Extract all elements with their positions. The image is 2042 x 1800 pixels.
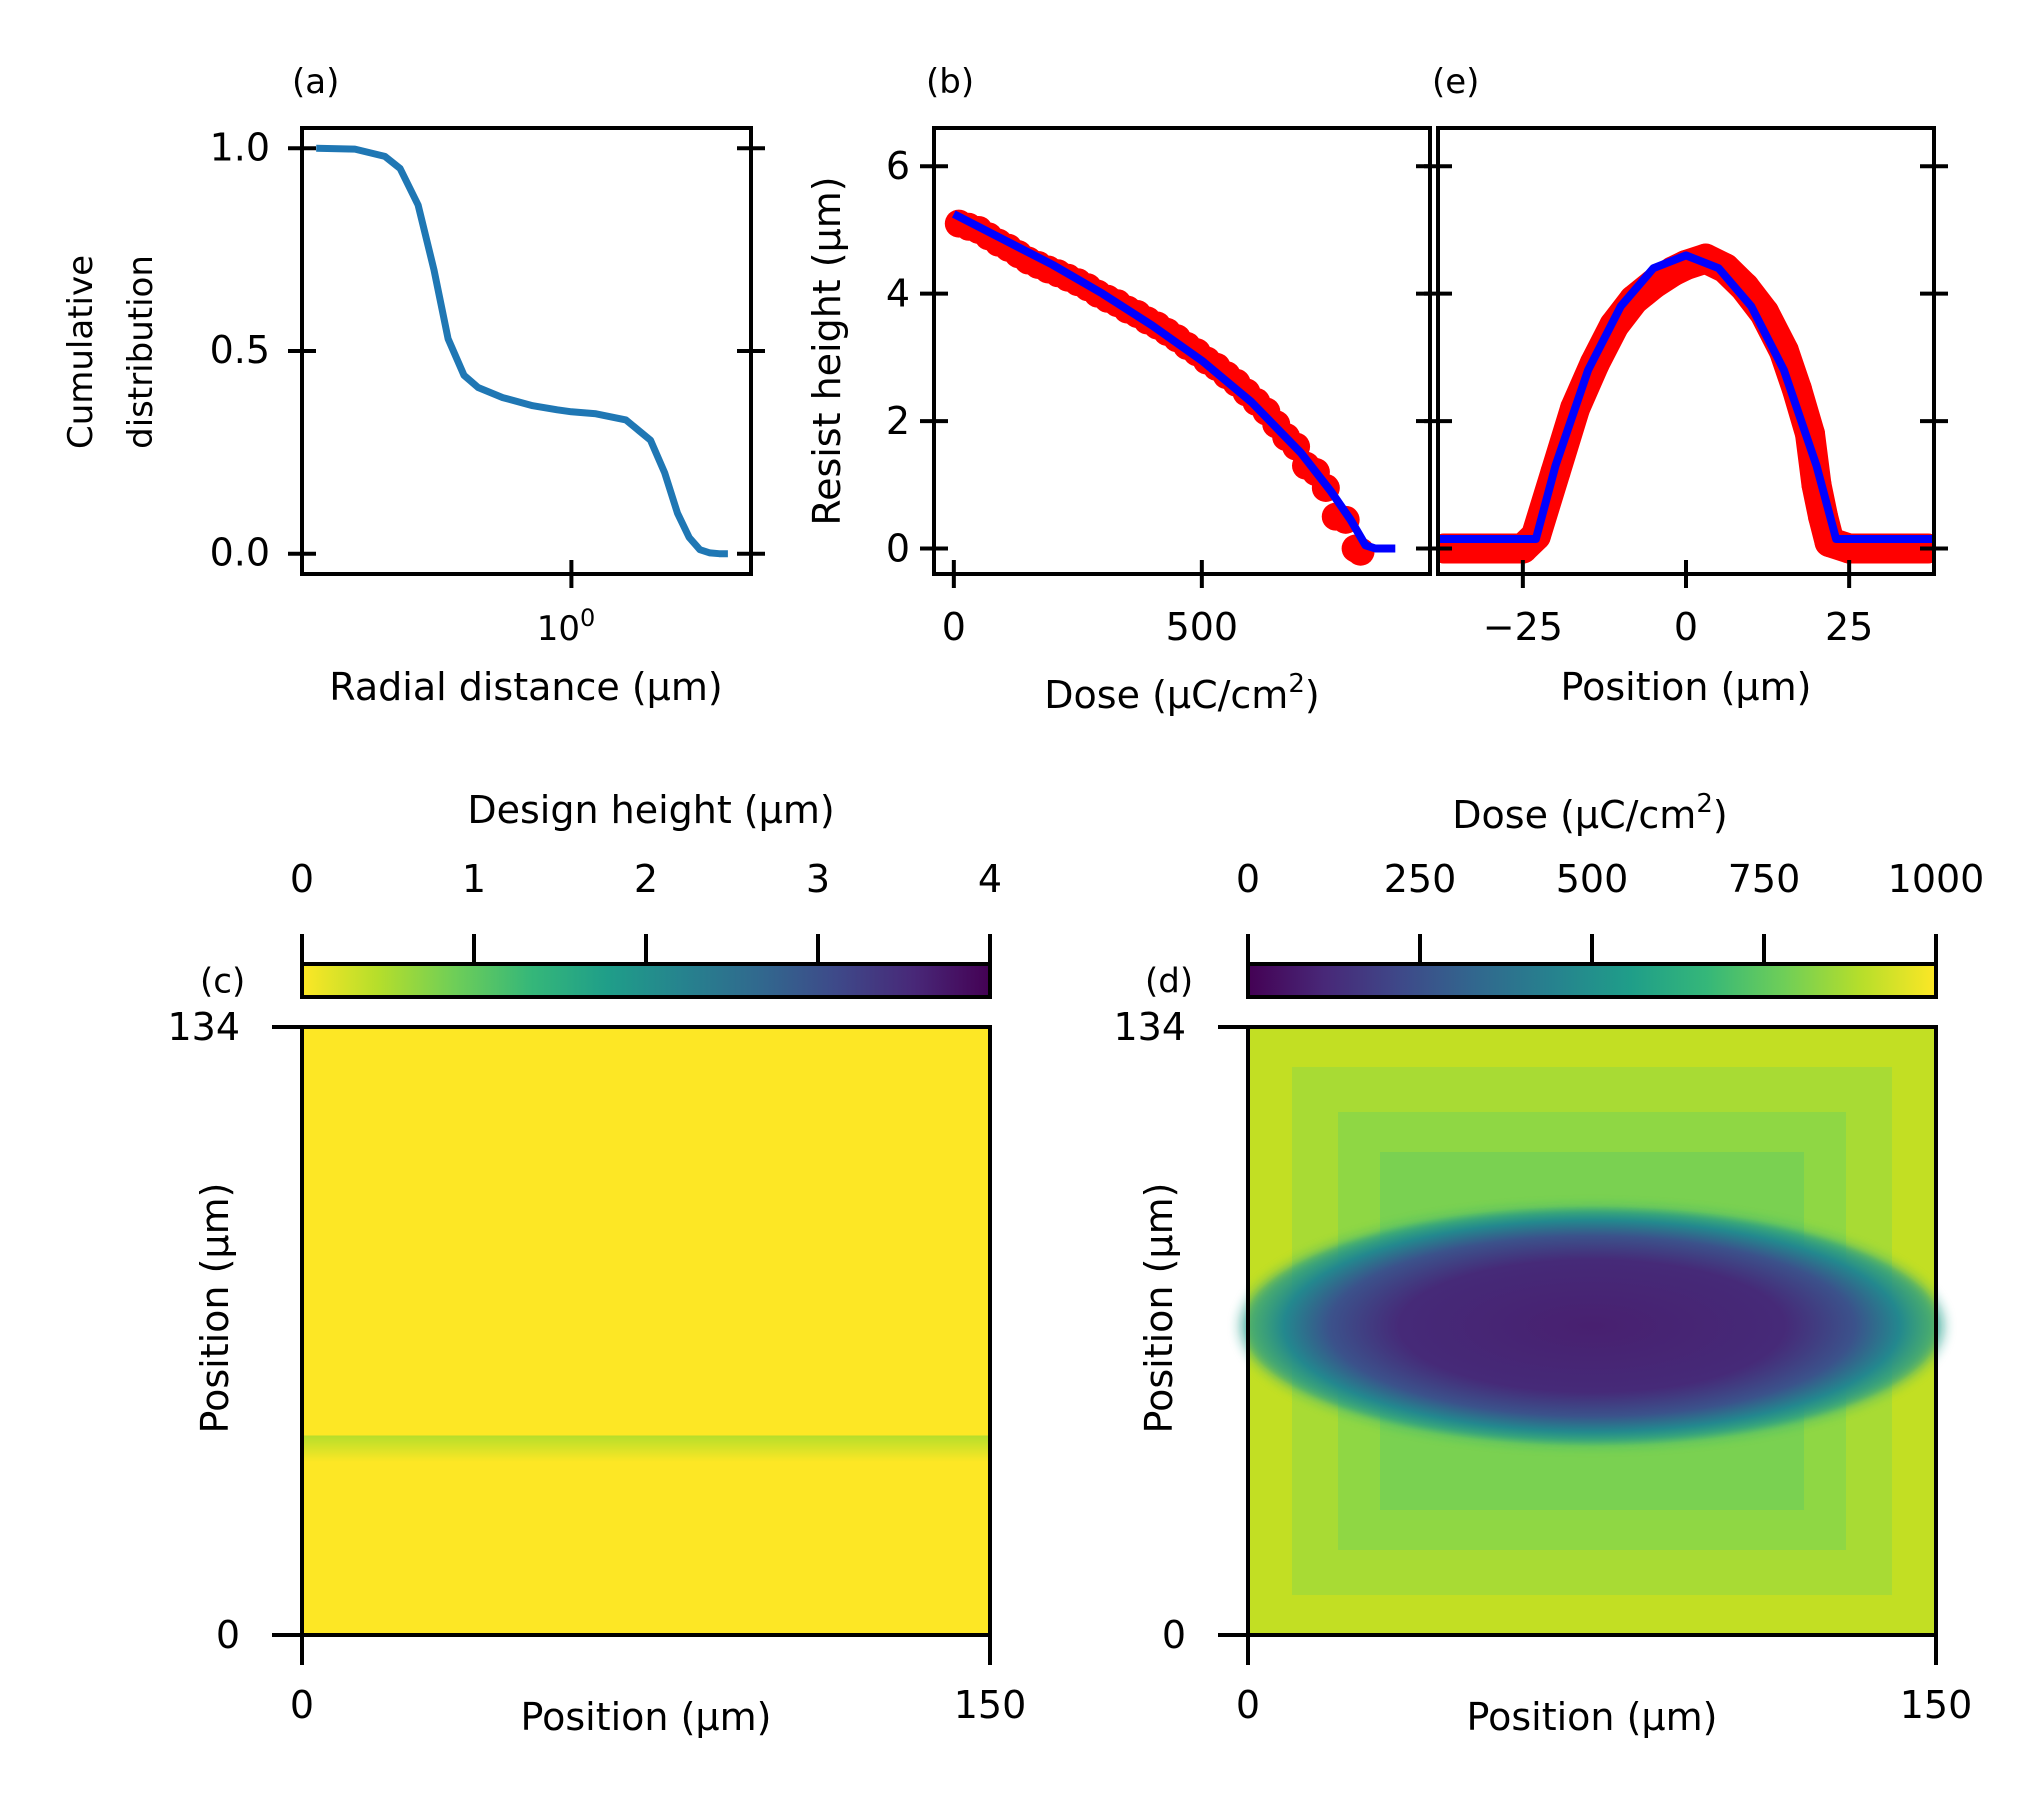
panel-b-fit-line <box>951 210 1396 553</box>
panel-b-data-layer <box>944 209 1396 566</box>
panel-b-frame <box>932 126 1432 576</box>
panel-d-letter: (d) <box>1145 962 1193 1002</box>
panel-c-ytick-top-label: 134 <box>167 1005 240 1049</box>
panel-c-colorbar-tick-label: 0 <box>290 857 314 901</box>
panel-d-ylabel: Position (μm) <box>1137 1183 1181 1434</box>
panel-e-data-band <box>1438 243 1934 564</box>
panel-c-colorbar-label: Design height (μm) <box>467 788 834 832</box>
panel-d-colorbar-label: Dose (μC/cm2) <box>1452 789 1727 837</box>
panel-d-heatmap <box>1240 1027 1944 1635</box>
panel-a-xtick-exp: 0 <box>580 604 595 632</box>
panel-d-xtick-right-label: 150 <box>1900 1683 1973 1727</box>
panel-d-colorbar-label-sup: 2 <box>1696 789 1713 819</box>
panel-e-xtick-label: −25 <box>1483 605 1563 649</box>
panel-a-ytick-label: 0.5 <box>210 328 270 372</box>
panel-d-ytick-top-label: 134 <box>1113 1005 1186 1049</box>
panel-c-ytick-bottom-label: 0 <box>216 1613 240 1657</box>
panel-d-axis-ticks <box>1218 1025 1938 1665</box>
panel-e-xlabel: Position (μm) <box>1561 665 1812 709</box>
panel-d: Dose (μC/cm2) 0 250 500 750 1000 (d) 134 0 0… <box>1113 789 1984 1739</box>
panel-d-colorbar-tick-label: 250 <box>1384 857 1457 901</box>
panel-e-xtick-label: 25 <box>1825 605 1873 649</box>
panel-b-xlabel-main: Dose (μC/cm <box>1044 673 1288 717</box>
panel-a-ytick-label: 0.0 <box>210 531 270 575</box>
panel-d-colorbar-ticks: 0 250 500 750 1000 <box>1236 857 1984 964</box>
panel-e-data-layer <box>1438 243 1934 564</box>
panel-a-ylabel-line2: distribution <box>121 255 161 449</box>
panel-c-xlabel: Position (μm) <box>521 1695 772 1739</box>
panel-c-colorbar-tick-label: 4 <box>978 857 1002 901</box>
panel-d-xtick-left-label: 0 <box>1236 1683 1260 1727</box>
panel-d-colorbar <box>1246 962 1938 999</box>
panel-c-heatmap-band <box>302 1200 990 1462</box>
panel-e-data-point <box>1710 253 1741 284</box>
panel-b-ytick-label: 2 <box>886 399 910 443</box>
panel-b-xtick-label: 500 <box>1166 605 1239 649</box>
panel-b-xtick-label: 0 <box>942 605 966 649</box>
panel-c-ylabel: Position (μm) <box>193 1183 237 1434</box>
panel-d-colorbar-tick-label: 0 <box>1236 857 1260 901</box>
panel-a-ylabel-line1: Cumulative <box>61 255 101 449</box>
panel-d-colorbar-tick-label: 1000 <box>1888 857 1985 901</box>
panel-c-axis-ticks <box>272 1025 992 1665</box>
panel-b: (b) 0 2 4 6 0 500 Resist height (μm) Dose (μC… <box>805 62 1432 717</box>
panel-a-xtick-base: 10 <box>537 609 580 649</box>
panel-c-colorbar <box>300 962 992 999</box>
panel-b-xlabel: Dose (μC/cm2) <box>1044 669 1319 717</box>
panel-b-ylabel: Resist height (μm) <box>805 176 849 525</box>
panel-c-colorbar-tick-label: 3 <box>806 857 830 901</box>
panel-e-letter: (e) <box>1432 62 1479 102</box>
panel-d-colorbar-label-main: Dose (μC/cm <box>1452 793 1696 837</box>
panel-c: Design height (μm) 0 1 2 3 4 (c) 134 0 0 150… <box>167 788 1026 1739</box>
panel-b-ytick-label: 0 <box>886 527 910 571</box>
panel-b-ytick-label: 4 <box>886 272 910 316</box>
panel-b-letter: (b) <box>926 62 974 102</box>
panel-b-xlabel-end: ) <box>1305 673 1320 717</box>
panel-d-colorbar-tick-label: 750 <box>1728 857 1801 901</box>
panel-e-ticks: −25 0 25 <box>1424 164 1948 649</box>
panel-c-colorbar-tick-label: 2 <box>634 857 658 901</box>
panel-d-ytick-bottom-label: 0 <box>1162 1613 1186 1657</box>
panel-a-cdf-line <box>316 144 728 558</box>
panel-e-fit-line <box>1438 251 1934 543</box>
panel-a: (a) 0.0 0.5 1.0 Cumulative distribution 10… <box>61 62 765 709</box>
panel-c-frame <box>300 1025 992 1637</box>
panel-d-colorbar-tick-label: 500 <box>1556 857 1629 901</box>
panel-b-ytick-label: 6 <box>886 144 910 188</box>
panel-b-ticks: 0 2 4 6 0 500 <box>886 144 1430 649</box>
panel-e: (e) −25 0 25 Position (μm) <box>1424 62 1948 709</box>
panel-d-colorbar-label-end: ) <box>1713 793 1728 837</box>
panel-d-xlabel: Position (μm) <box>1467 1695 1718 1739</box>
panel-d-heatmap-oval <box>1242 1206 1942 1446</box>
panel-a-xlabel: Radial distance (μm) <box>329 665 722 709</box>
panel-b-xlabel-sup: 2 <box>1288 669 1305 699</box>
panel-a-ytick-label: 1.0 <box>210 125 270 169</box>
panel-c-colorbar-ticks: 0 1 2 3 4 <box>290 857 1002 964</box>
panel-a-letter: (a) <box>292 62 339 102</box>
panel-a-curve-layer <box>316 144 728 558</box>
panel-a-frame <box>300 126 753 576</box>
panel-c-colorbar-tick-label: 1 <box>462 857 486 901</box>
panel-a-xtick-label: 100 <box>537 604 596 649</box>
panel-c-xtick-right-label: 150 <box>954 1683 1027 1727</box>
panel-c-letter: (c) <box>200 962 245 1002</box>
panel-a-ticks: 0.0 0.5 1.0 <box>210 125 765 588</box>
panel-e-xtick-label: 0 <box>1674 605 1698 649</box>
panel-d-frame <box>1246 1025 1938 1637</box>
panel-c-xtick-left-label: 0 <box>290 1683 314 1727</box>
panel-e-frame <box>1436 126 1936 576</box>
